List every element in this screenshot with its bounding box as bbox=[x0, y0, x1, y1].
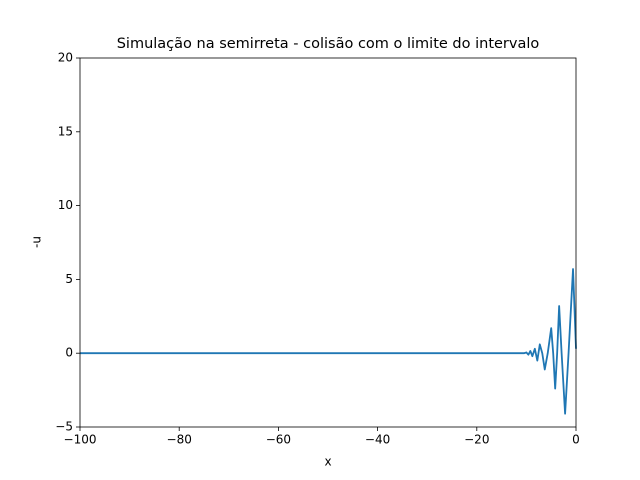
x-axis-label: x bbox=[324, 455, 331, 469]
y-tick-label: 10 bbox=[58, 198, 73, 212]
y-tick-label: 20 bbox=[58, 51, 73, 65]
x-tick-label: −80 bbox=[167, 433, 192, 447]
chart-title: Simulação na semirreta - colisão com o l… bbox=[117, 36, 540, 52]
y-tick-label: 15 bbox=[58, 124, 73, 138]
y-axis-label: -u bbox=[30, 236, 44, 248]
x-tick-label: −40 bbox=[365, 433, 390, 447]
line-series bbox=[80, 268, 577, 415]
x-tick-label: 0 bbox=[572, 433, 580, 447]
y-tick-label: 5 bbox=[65, 272, 73, 286]
x-tick-label: −60 bbox=[266, 433, 291, 447]
y-tick-label: −5 bbox=[55, 420, 73, 434]
plot-frame bbox=[79, 57, 577, 428]
y-tick-label: 0 bbox=[65, 346, 73, 360]
x-tick-label: −20 bbox=[464, 433, 489, 447]
x-tick-label: −100 bbox=[64, 433, 97, 447]
